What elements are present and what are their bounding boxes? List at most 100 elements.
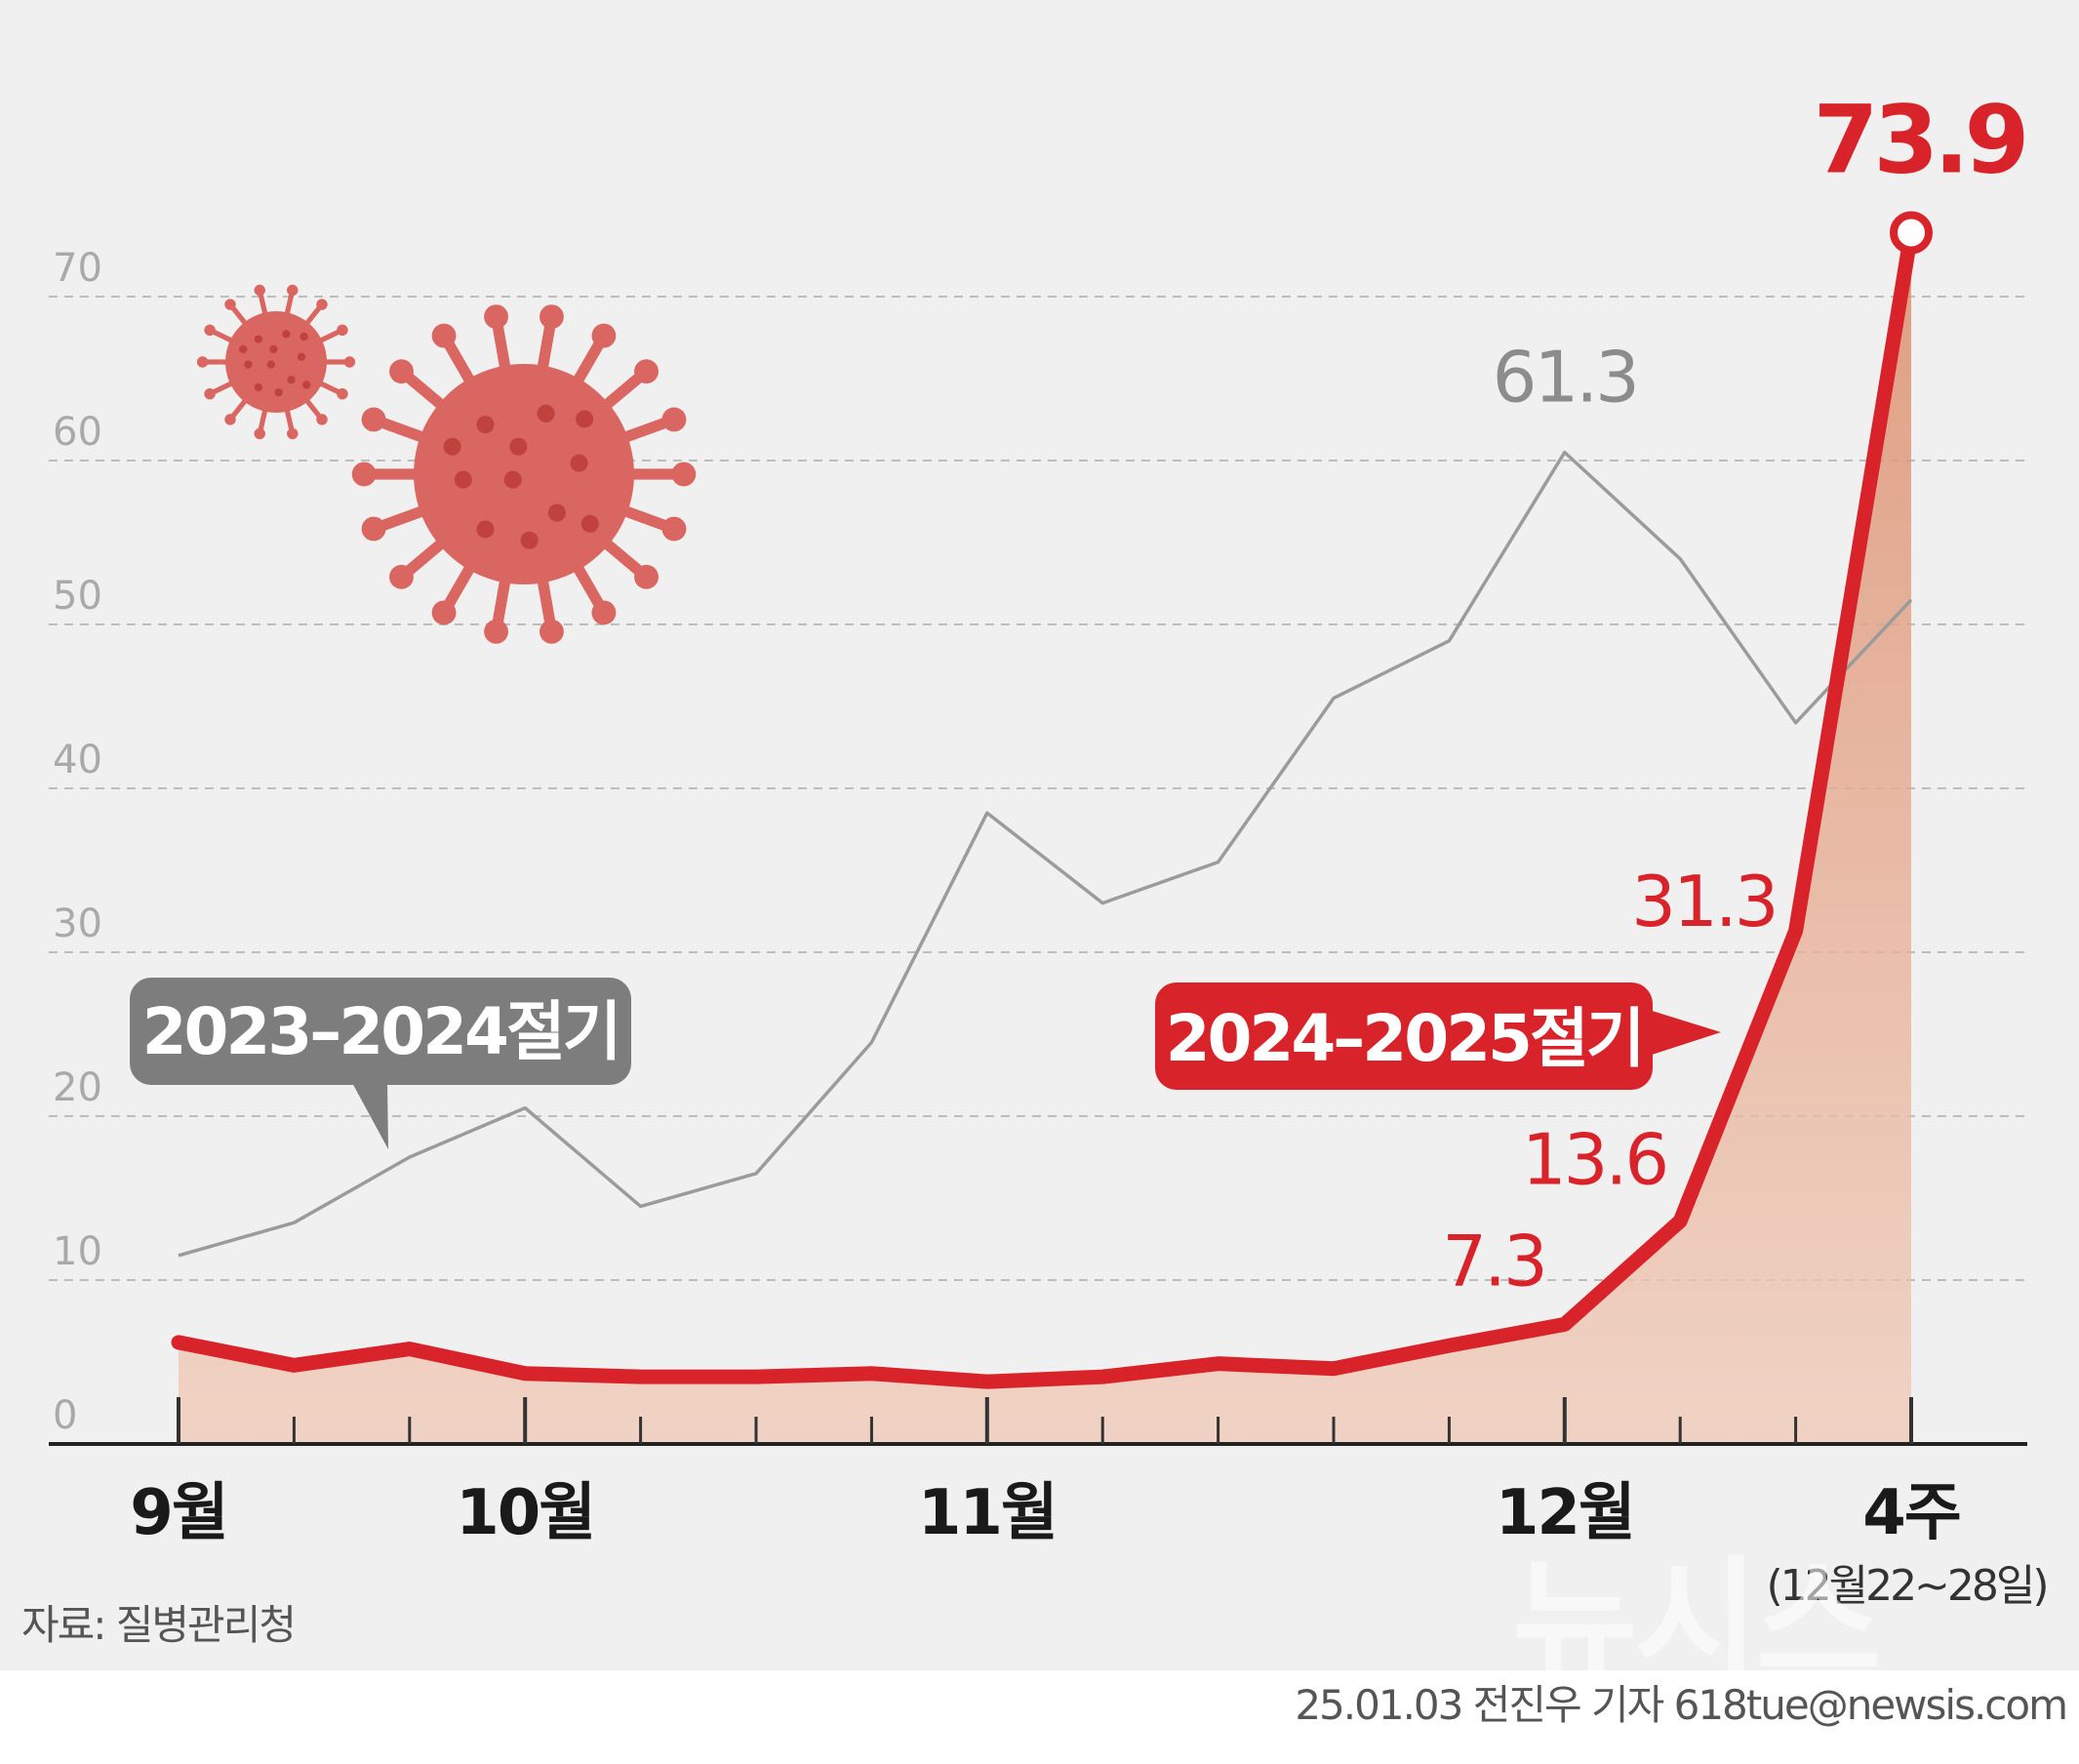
x-tick-sublabel: (12월22~28일) <box>1766 1561 2046 1611</box>
current-season-area <box>179 232 1911 1445</box>
virus-spot <box>282 330 291 339</box>
virus-spike-tip <box>196 356 209 368</box>
virus-spike-tip <box>361 516 386 541</box>
legend-bubble-box <box>1155 982 1653 1090</box>
virus-spot <box>576 410 594 428</box>
virus-spike-tip <box>484 304 508 330</box>
data-label: 13.6 <box>1522 1119 1666 1201</box>
virus-spike-tip <box>316 414 328 425</box>
virus-spike-tip <box>431 323 457 348</box>
x-tick-label: 12월 <box>1496 1477 1634 1549</box>
virus-spike-tip <box>671 461 697 487</box>
virus-body <box>225 311 327 413</box>
data-labels: 61.3 7.3 13.6 31.3 73.9 <box>1442 85 2029 1302</box>
line-series-2024-2025 <box>171 224 1919 1389</box>
virus-spot <box>570 454 588 472</box>
line-series-2023-2024 <box>178 450 1913 1258</box>
virus-spike-tip <box>224 299 236 310</box>
virus-spike-tip <box>287 284 299 297</box>
virus-spot <box>239 344 248 354</box>
virus-spike-tip <box>351 461 377 487</box>
virus-spike-tip <box>591 600 617 625</box>
x-tick-label: 4주 <box>1862 1477 1960 1549</box>
virus-spot <box>274 388 283 397</box>
virus-spike-tip <box>389 564 414 589</box>
virus-spike-tip <box>316 299 328 310</box>
legend: 2023–2024절기 2024–2025절기 <box>130 978 1721 1149</box>
legend-bubble-2023-2024: 2023–2024절기 <box>130 978 631 1149</box>
virus-spot <box>537 404 555 422</box>
footer-background <box>0 1670 2079 1764</box>
virus-spot <box>547 503 566 522</box>
virus-spike-tip <box>254 284 265 297</box>
virus-icon-small <box>196 284 356 440</box>
y-tick-label: 30 <box>53 902 102 946</box>
legend-bubble-box <box>130 978 631 1085</box>
y-tick-label: 20 <box>53 1065 102 1110</box>
virus-spike-tip <box>591 323 617 348</box>
legend-bubble-2024-2025: 2024–2025절기 <box>1155 982 1721 1090</box>
x-tick-label: 9월 <box>130 1477 226 1549</box>
y-tick-label: 70 <box>53 246 102 291</box>
virus-spot <box>443 437 461 456</box>
legend-bubble-pointer <box>1649 1010 1721 1056</box>
virus-spike-tip <box>540 304 564 330</box>
virus-spot <box>302 381 311 389</box>
peak-marker <box>1890 211 1933 255</box>
virus-spike-tip <box>540 619 564 644</box>
source-note: 자료: 질병관리청 <box>21 1601 295 1649</box>
virus-spot <box>254 335 262 343</box>
virus-spot <box>287 376 296 384</box>
virus-spike-tip <box>224 414 236 425</box>
data-label: 7.3 <box>1442 1220 1545 1302</box>
virus-spike-tip <box>661 407 687 432</box>
virus-spot <box>476 416 495 434</box>
virus-spot <box>476 520 495 539</box>
x-tick-label: 11월 <box>918 1477 1057 1549</box>
virus-spot <box>254 382 262 392</box>
virus-spot <box>269 344 278 354</box>
virus-spike-tip <box>484 619 508 644</box>
virus-spike-tip <box>337 387 348 400</box>
virus-spike-tip <box>634 359 659 384</box>
virus-spot <box>520 531 539 549</box>
y-tick-label: 50 <box>53 574 102 619</box>
virus-spot <box>454 470 472 489</box>
data-label: 73.9 <box>1814 85 2025 194</box>
virus-spot <box>509 437 528 456</box>
data-label: 61.3 <box>1493 337 1637 419</box>
virus-spot <box>503 470 522 489</box>
virus-spike-tip <box>389 359 414 384</box>
x-tick-label: 10월 <box>456 1477 594 1549</box>
virus-spike-tip <box>204 387 216 400</box>
y-tick-label: 0 <box>53 1393 77 1438</box>
data-label: 31.3 <box>1631 861 1776 942</box>
virus-icon-large <box>351 304 697 644</box>
virus-spike-tip <box>287 427 299 440</box>
virus-spot <box>297 352 306 361</box>
x-axis: 9월 10월 11월 12월 4주 (12월22~28일) <box>49 1397 2050 1611</box>
virus-spike-tip <box>361 407 386 432</box>
virus-spike-tip <box>254 427 265 440</box>
series-lines <box>171 211 1933 1389</box>
virus-spot <box>244 360 253 369</box>
y-tick-label: 60 <box>53 410 102 455</box>
virus-spike-tip <box>634 564 659 589</box>
y-tick-label: 10 <box>53 1229 102 1274</box>
virus-spike-tip <box>204 324 216 337</box>
legend-label: 2024–2025절기 <box>1166 1001 1643 1076</box>
virus-body <box>414 364 634 584</box>
legend-label: 2023–2024절기 <box>142 994 620 1069</box>
area-fill <box>179 232 1911 1445</box>
virus-spike-tip <box>343 356 356 368</box>
virus-spike-tip <box>431 600 457 625</box>
virus-spike-tip <box>337 324 348 337</box>
virus-spot <box>580 514 599 533</box>
virus-spike-tip <box>661 516 687 541</box>
virus-spot <box>300 332 308 341</box>
virus-spot <box>266 360 275 369</box>
y-tick-label: 40 <box>53 738 102 782</box>
legend-bubble-pointer <box>351 1081 388 1149</box>
